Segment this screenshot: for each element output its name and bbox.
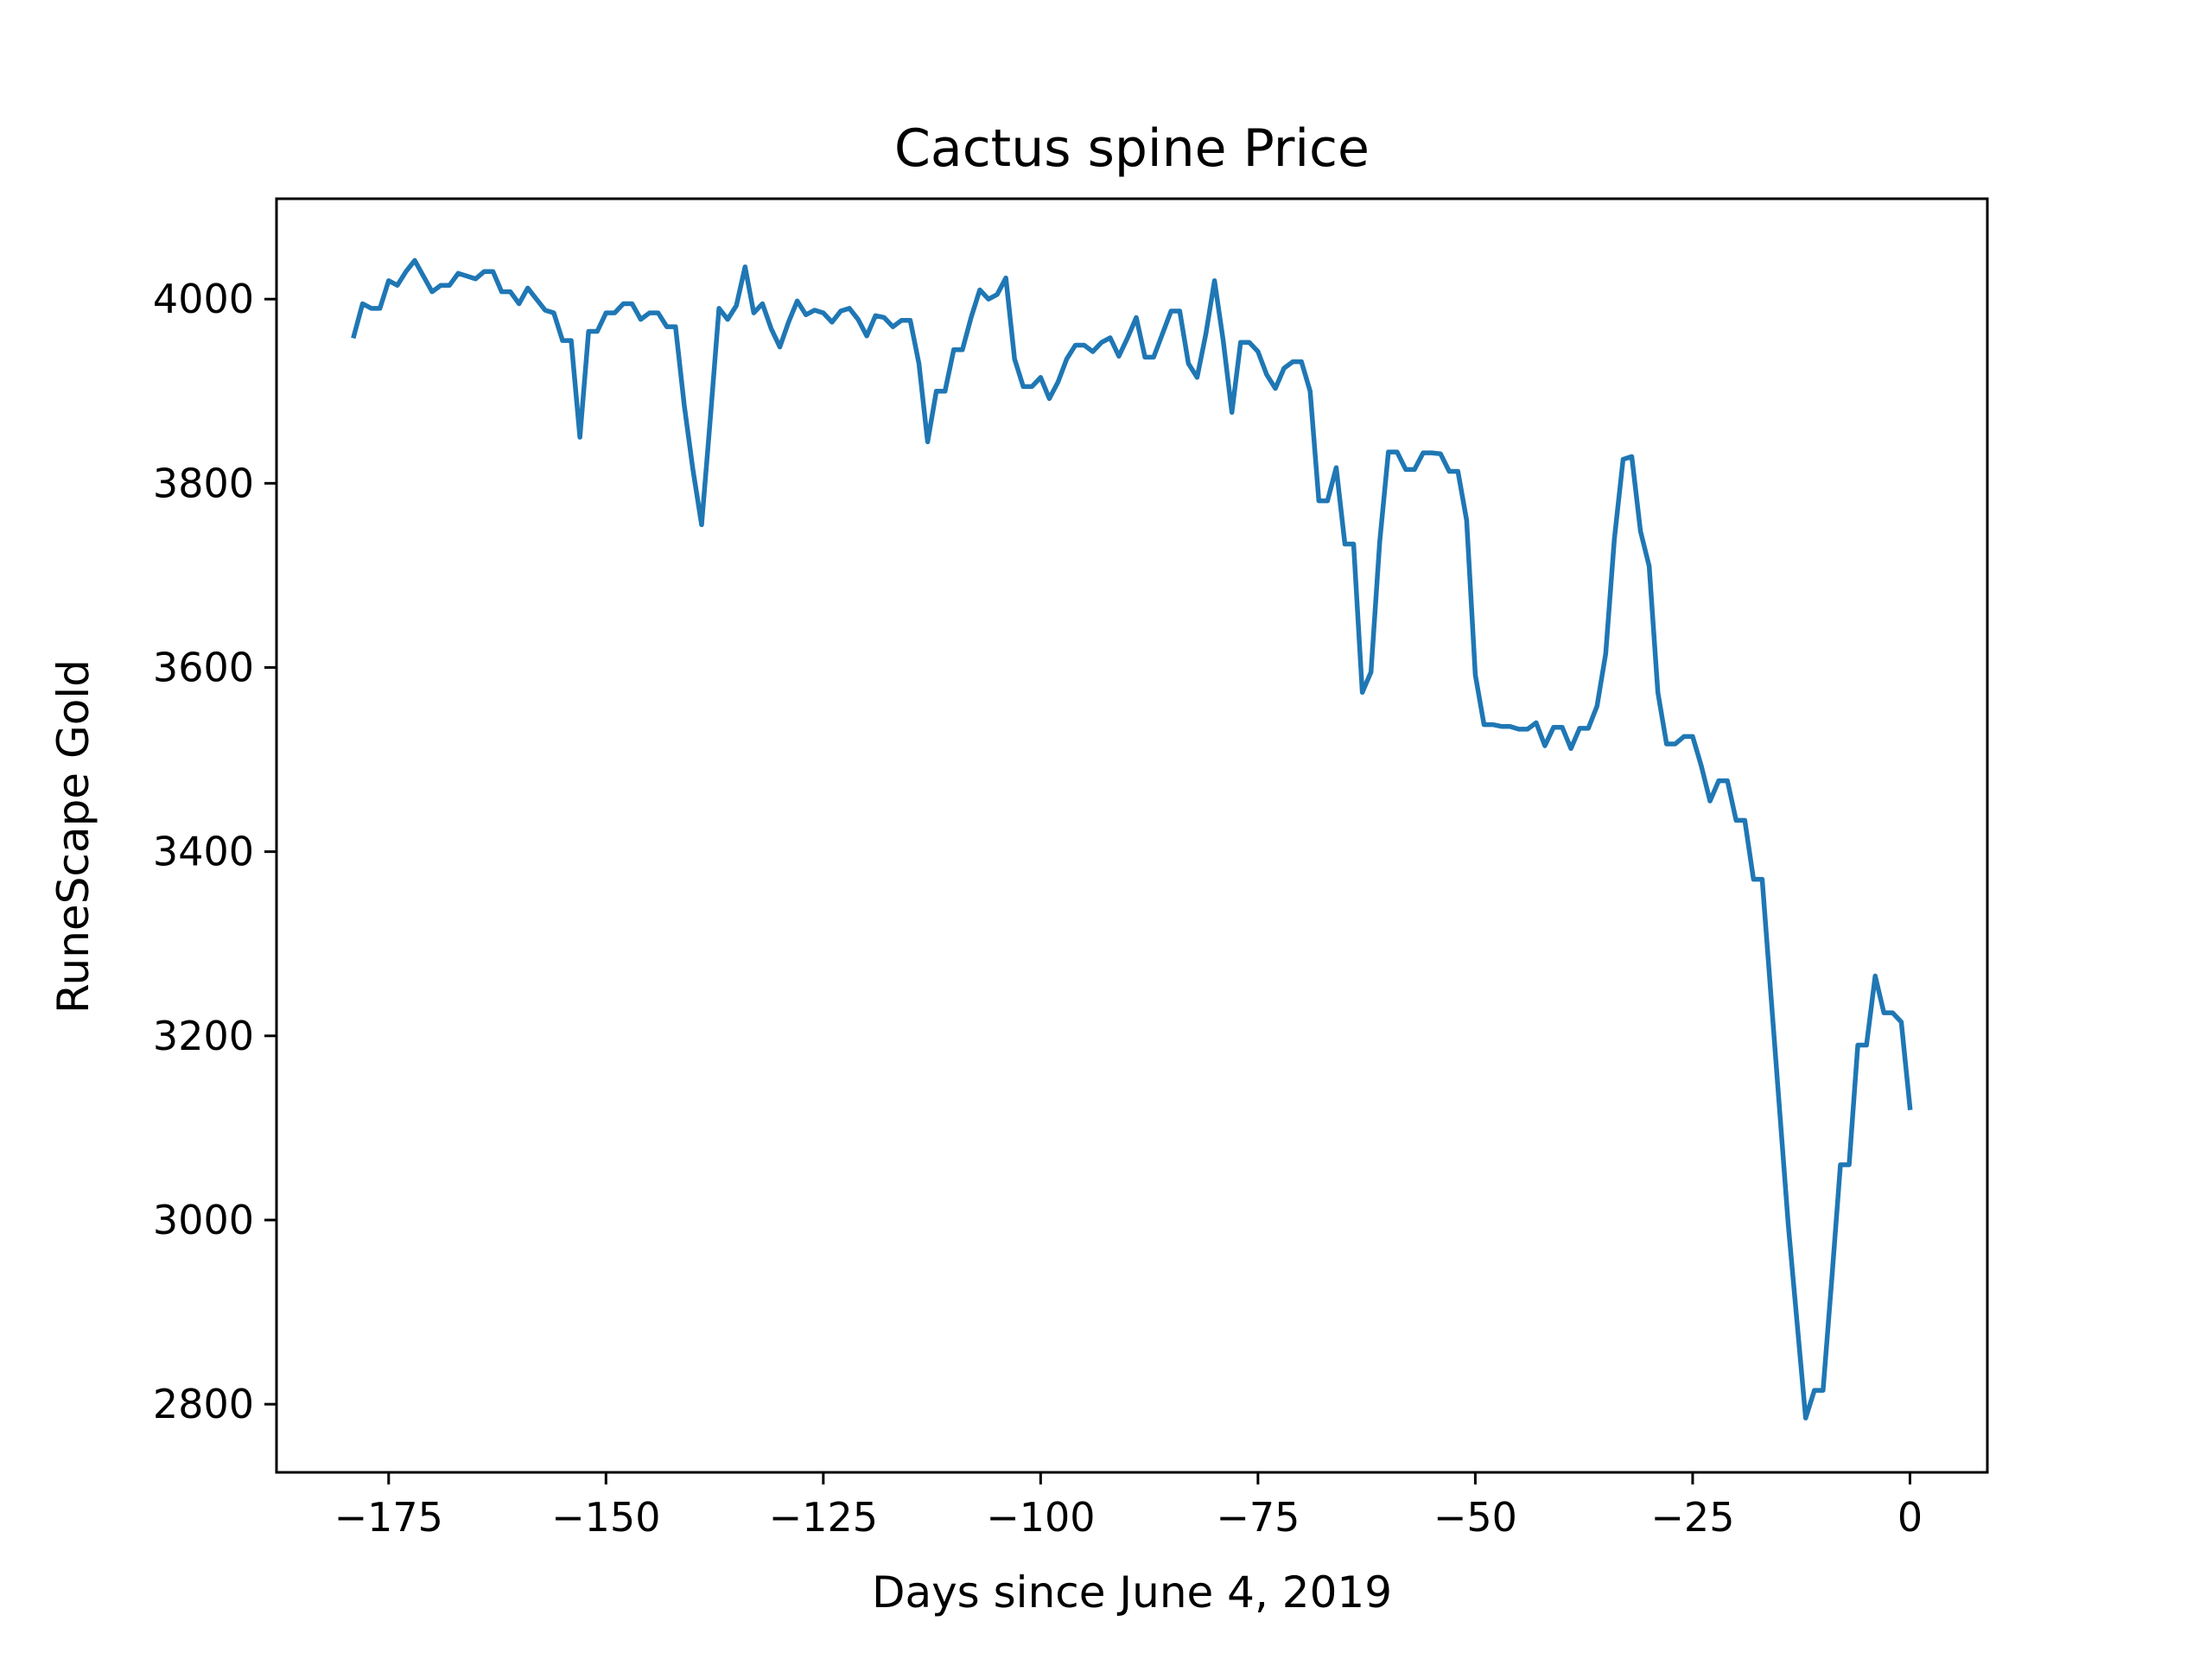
y-axis-label: RuneScape Gold xyxy=(48,659,99,1014)
price-series-line xyxy=(351,257,1913,1421)
x-tick-label: 0 xyxy=(1897,1494,1923,1541)
x-tick-label: −150 xyxy=(551,1494,660,1541)
x-tick-label: −100 xyxy=(986,1494,1095,1541)
y-tick-label: 3400 xyxy=(153,829,254,875)
y-tick-label: 2800 xyxy=(153,1381,254,1427)
chart-title: Cactus spine Price xyxy=(894,118,1370,179)
y-tick-label: 3600 xyxy=(153,644,254,690)
y-tick-label: 3800 xyxy=(153,460,254,506)
x-axis-label: Days since June 4, 2019 xyxy=(872,1567,1392,1618)
y-tick-label: 4000 xyxy=(153,276,254,322)
x-tick-label: −125 xyxy=(769,1494,878,1541)
y-axis-ticks: 2800 3000 3200 3400 3600 3800 4000 xyxy=(153,276,276,1427)
x-tick-label: −75 xyxy=(1216,1494,1300,1541)
plot-frame xyxy=(275,197,1989,1474)
x-tick-label: −25 xyxy=(1650,1494,1734,1541)
x-tick-label: −175 xyxy=(334,1494,443,1541)
x-axis-ticks: −175 −150 −125 −100 −75 −50 −25 0 xyxy=(334,1472,1923,1541)
y-tick-label: 3000 xyxy=(153,1197,254,1243)
x-tick-label: −50 xyxy=(1433,1494,1517,1541)
y-tick-label: 3200 xyxy=(153,1013,254,1059)
